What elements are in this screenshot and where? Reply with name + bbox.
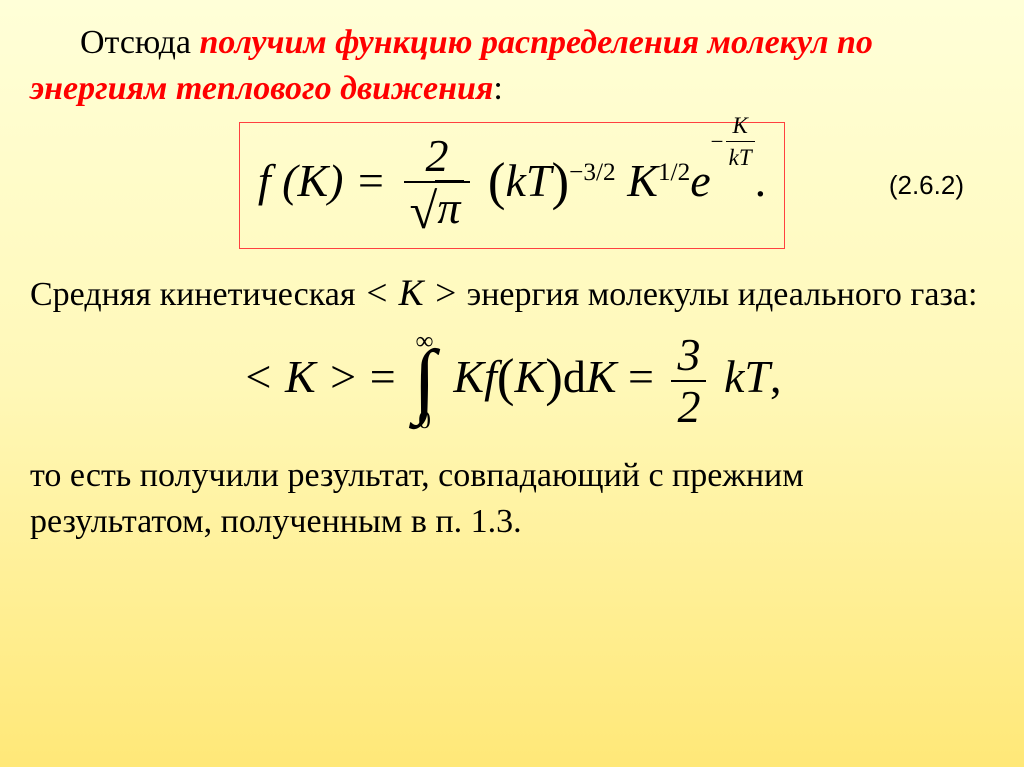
eq1-kT: kT: [505, 155, 551, 206]
eq2-kT: kT: [724, 351, 770, 402]
equation-1-box: f (K) = 2 √π (kT)−3/2 K1/2e−KkT.: [239, 122, 785, 249]
eq2-tail: ,: [770, 351, 782, 402]
eq1-frac-num: 2: [404, 131, 471, 184]
eq2-frac-num: 3: [671, 330, 706, 383]
para2-t2: энергия молекулы идеального газа:: [458, 276, 977, 313]
eq2-d: d: [563, 351, 586, 402]
eq1-period: .: [755, 155, 767, 206]
equation-1-label: (2.6.2): [889, 168, 964, 203]
eq2-frac-den: 2: [671, 382, 706, 433]
eq2-angK: < K >: [243, 351, 370, 402]
eq2-integral: ∞ ∫ 0: [413, 331, 436, 432]
para2-t1: Средняя кинетическая: [30, 276, 364, 313]
eq1-fraction: 2 √π: [404, 131, 471, 240]
eq1-lhs: f (K): [258, 155, 344, 206]
eq1-frac-den: √π: [404, 183, 471, 240]
eq1-exp2: 1/2: [658, 158, 690, 186]
eq1-K: K: [627, 155, 658, 206]
integral-sign-icon: ∫: [413, 351, 436, 409]
eq1-radicand: π: [435, 180, 464, 233]
paragraph-2: Средняя кинетическая < K > энергия молек…: [30, 269, 994, 319]
eq2-K: K: [515, 351, 546, 402]
paragraph-3: то есть получили результат, совпадающий …: [30, 453, 994, 545]
eq2-eq1: =: [370, 351, 407, 402]
equation-2: < K > = ∞ ∫ 0 Kf(K)dK = 3 2 kT,: [30, 330, 994, 433]
eq1-sqrt: √π: [410, 183, 465, 240]
eq2-Kf: Kf: [453, 351, 496, 402]
eq2-fraction: 3 2: [671, 330, 706, 433]
eq2-K2: K: [586, 351, 617, 402]
eq1-eq: =: [355, 155, 398, 206]
eq1-supfrac: −KkT: [711, 110, 755, 173]
equation-1-row: f (K) = 2 √π (kT)−3/2 K1/2e−KkT. (2.6.2): [30, 122, 994, 249]
eq1-e: e: [690, 155, 710, 206]
eq1-exp1: −3/2: [569, 158, 616, 186]
eq2-eq2: =: [628, 351, 665, 402]
intro-paragraph: Отсюда получим функцию распределения мол…: [30, 20, 994, 112]
intro-tail: :: [493, 70, 502, 107]
intro-lead: Отсюда: [80, 24, 199, 61]
para2-angK: < K >: [364, 273, 458, 314]
